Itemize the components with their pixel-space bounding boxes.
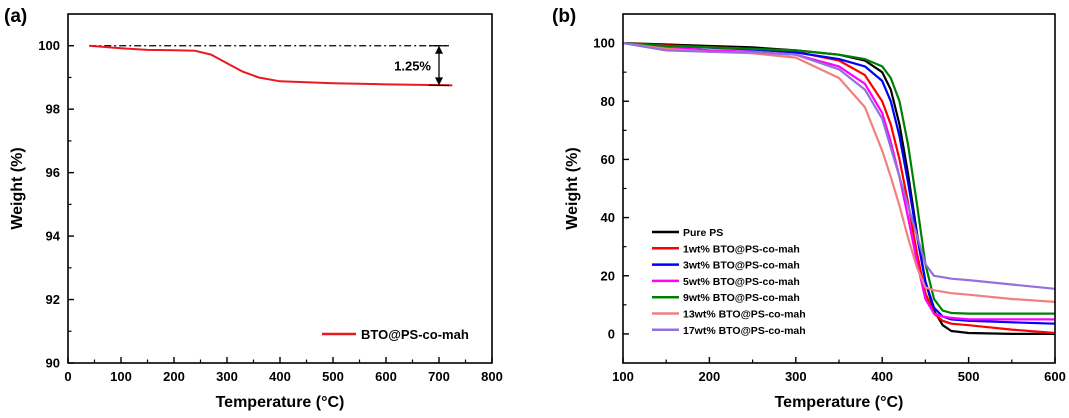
y-tick-label: 60 <box>601 152 615 167</box>
x-tick-label: 600 <box>375 369 397 384</box>
series-line <box>89 44 453 87</box>
legend-label: BTO@PS-co-mah <box>361 327 469 342</box>
panel-a-series <box>89 44 453 87</box>
x-tick-label: 200 <box>163 369 185 384</box>
panel-b-series <box>622 42 1056 335</box>
arrow-head-down <box>435 77 443 86</box>
y-tick-label: 0 <box>608 326 615 341</box>
arrow-head-up <box>435 45 443 54</box>
series-line <box>622 42 1055 315</box>
panel-a-legend: BTO@PS-co-mah <box>322 327 469 342</box>
y-tick-label: 94 <box>46 229 61 244</box>
x-tick-label: 400 <box>871 369 893 384</box>
series-line <box>622 42 1055 335</box>
x-tick-label: 100 <box>110 369 132 384</box>
panel-a: (a) 0 100 200 300 400 500 600 700 800 90 92 94 96 98 1… <box>4 6 503 411</box>
panel-a-x-axis-title: Temperature (°C) <box>216 394 345 411</box>
y-tick-label: 100 <box>38 38 60 53</box>
x-tick-label: 300 <box>216 369 238 384</box>
panel-b-x-axis-title: Temperature (°C) <box>775 394 904 411</box>
x-tick-label: 400 <box>269 369 291 384</box>
panel-b: (b) 100 200 300 400 500 600 0 20 40 60 80 100 Pure … <box>552 6 1066 411</box>
panel-b-legend: Pure PS 1wt% BTO@PS-co-mah 3wt% BTO@PS-co-… <box>652 227 806 337</box>
annotation-label: 1.25% <box>394 59 431 74</box>
panel-a-frame <box>67 13 493 364</box>
y-tick-label: 40 <box>601 210 615 225</box>
y-tick-label: 96 <box>46 165 60 180</box>
panel-b-label: (b) <box>552 6 576 27</box>
x-tick-label: 800 <box>481 369 503 384</box>
x-tick-label: 500 <box>322 369 344 384</box>
y-tick-label: 90 <box>46 356 60 371</box>
y-tick-label: 98 <box>46 102 60 117</box>
legend-label: 3wt% BTO@PS-co-mah <box>683 260 800 272</box>
legend-label: 17wt% BTO@PS-co-mah <box>683 325 806 337</box>
y-tick-label: 80 <box>601 94 615 109</box>
y-tick-label: 20 <box>601 268 615 283</box>
series-line <box>622 42 1056 290</box>
x-tick-label: 500 <box>958 369 980 384</box>
panel-a-annotation: 1.25% <box>394 45 449 87</box>
legend-label: 5wt% BTO@PS-co-mah <box>683 276 800 288</box>
series-line <box>622 42 1056 335</box>
panel-b-y-axis-title: Weight (%) <box>564 147 581 229</box>
panel-a-ticks: 0 100 200 300 400 500 600 700 800 90 92 94 96 98 100 <box>38 38 503 384</box>
y-tick-label: 92 <box>46 292 60 307</box>
panel-a-y-axis-title: Weight (%) <box>9 147 26 229</box>
panel-a-label: (a) <box>4 6 27 27</box>
legend-label: 13wt% BTO@PS-co-mah <box>683 309 806 321</box>
panel-b-frame <box>622 13 1056 364</box>
y-tick-label: 100 <box>593 36 615 51</box>
x-tick-label: 0 <box>64 369 71 384</box>
legend-label: 9wt% BTO@PS-co-mah <box>683 292 800 304</box>
panel-b-ticks: 100 200 300 400 500 600 0 20 40 60 80 100 <box>593 36 1066 384</box>
x-tick-label: 300 <box>785 369 807 384</box>
legend-label: Pure PS <box>683 227 723 239</box>
x-tick-label: 100 <box>612 369 634 384</box>
x-tick-label: 200 <box>699 369 721 384</box>
x-tick-label: 700 <box>428 369 450 384</box>
legend-label: 1wt% BTO@PS-co-mah <box>683 243 800 255</box>
x-tick-label: 600 <box>1044 369 1066 384</box>
